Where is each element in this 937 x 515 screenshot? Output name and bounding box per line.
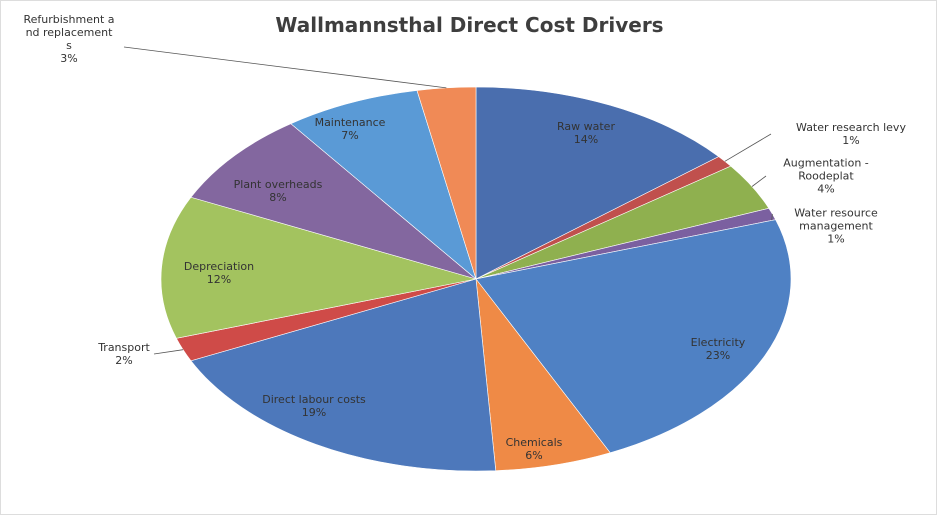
category-label: Chemicals (505, 436, 563, 449)
category-label: Water research levy (796, 121, 906, 134)
value-label: 3% (60, 52, 78, 65)
leader-line (751, 175, 767, 187)
value-label: 1% (842, 134, 860, 147)
pie-slice (190, 123, 477, 280)
leader-line (123, 46, 447, 89)
category-label: Transport (98, 341, 150, 354)
slice-label: Raw water 14% (541, 120, 631, 146)
category-label: Raw water (557, 120, 615, 133)
pie-slice (475, 86, 720, 280)
slice-label: Refurbishment and replacements 3% (23, 13, 115, 65)
slice-label: Chemicals 6% (489, 436, 579, 462)
chart-title: Wallmannsthal Direct Cost Drivers (275, 13, 664, 37)
value-label: 14% (573, 133, 599, 146)
value-label: 1% (827, 232, 845, 246)
value-label: 12% (206, 273, 232, 286)
value-label: 19% (301, 406, 327, 419)
category-label: Electricity (690, 336, 746, 349)
category-label: Water resource management (794, 206, 878, 233)
value-label: 23% (705, 349, 731, 362)
category-label: Plant overheads (233, 178, 323, 191)
category-label: Maintenance (314, 116, 386, 129)
pie-slice (290, 90, 477, 280)
value-label: 7% (341, 129, 359, 142)
pie-slice (190, 278, 497, 472)
slice-label: Direct labour costs 19% (234, 393, 394, 419)
category-label: Refurbishment and replacements (23, 13, 115, 52)
pie-slice (475, 219, 792, 454)
category-label: Augmentation - Roodeplat (783, 156, 869, 183)
pie-slice (416, 86, 477, 280)
slice-label: Water resource management 1% (766, 207, 906, 246)
category-label: Depreciation (183, 260, 255, 273)
leader-line (724, 133, 772, 162)
leader-line (153, 349, 184, 355)
slice-label: Transport 2% (84, 341, 164, 367)
slice-label: Augmentation - Roodeplat 4% (761, 157, 891, 196)
slice-label: Maintenance 7% (295, 116, 405, 142)
slice-label: Depreciation 12% (164, 260, 274, 286)
value-label: 4% (817, 182, 835, 196)
pie-slice (160, 196, 477, 339)
value-label: 2% (115, 354, 133, 367)
value-label: 6% (525, 449, 543, 462)
slice-label: Water research levy 1% (766, 121, 936, 147)
slice-label: Electricity 23% (673, 336, 763, 362)
slice-label: Plant overheads 8% (218, 178, 338, 204)
pie-slice (475, 277, 611, 471)
category-label: Direct labour costs (262, 393, 366, 406)
value-label: 8% (269, 191, 287, 204)
